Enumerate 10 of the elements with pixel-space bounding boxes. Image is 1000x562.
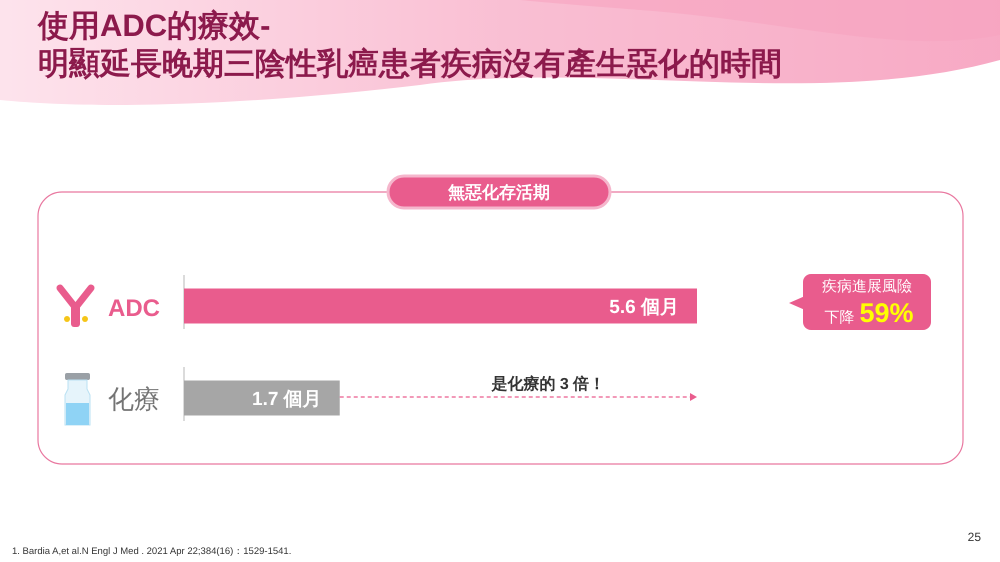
data-label: 1.7 個月 <box>252 389 322 410</box>
chart-title: 使用ADC的療效- 明顯延長晚期三陰性乳癌患者疾病沒有產生惡化的時間 <box>37 8 782 81</box>
text: 疾病進展風險 <box>822 278 912 295</box>
text: 25 <box>968 530 982 544</box>
text: 1. Bardia A,et al.N Engl J Med . 2021 Apr 22;384(16)：1529-1541. <box>12 546 292 557</box>
data-label: 5.6 個月 <box>609 297 679 318</box>
y-tick-label: ADC <box>108 295 160 322</box>
chart-subtitle: 無惡化存活期 <box>447 183 550 202</box>
annotation: 是化療的 3 倍！ <box>490 375 606 393</box>
y-tick-label: 化療 <box>108 384 160 414</box>
